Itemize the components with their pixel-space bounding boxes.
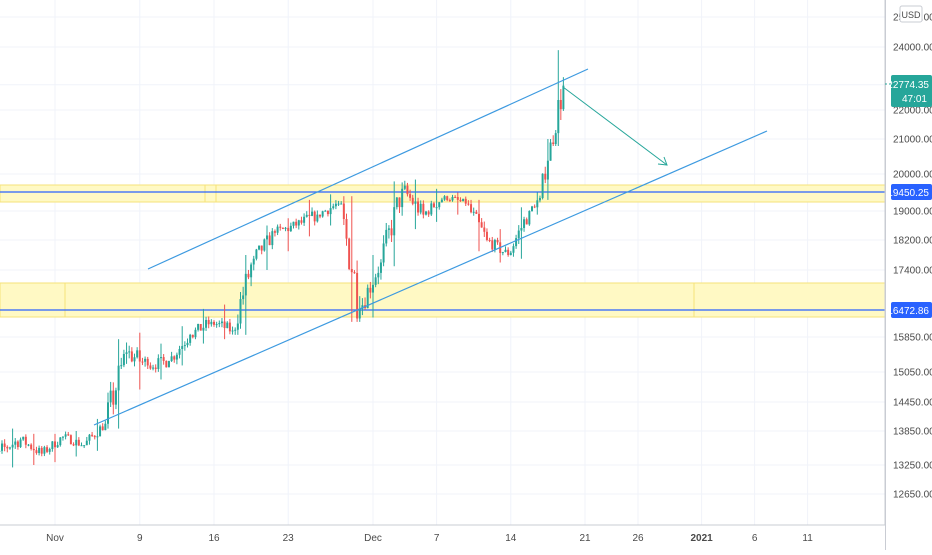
price-tick-label: 17400.00 [893,266,932,277]
countdown-label: 47:01 [902,94,927,105]
price-tick-label: 19000.00 [893,207,932,218]
time-tick-label: 16 [208,533,220,544]
candle [531,206,533,212]
time-tick-label: 2021 [690,533,713,544]
price-tick-label: 21000.00 [893,135,932,146]
time-tick-label: 26 [632,533,644,544]
time-tick-label: 21 [579,533,591,544]
support-zone[interactable] [0,283,885,317]
candle [255,249,257,261]
level-low-label: 16472.86 [887,306,929,317]
time-tick-label: 23 [283,533,295,544]
time-tick-label: 14 [505,533,517,544]
candle [263,238,265,251]
candle [200,324,202,331]
candle [528,210,530,226]
time-tick-label: Dec [364,533,382,544]
price-tick-label: 24000.00 [893,43,932,54]
candle [168,361,170,368]
candle [542,173,544,199]
time-tick-label: 9 [137,533,143,544]
price-tick-label: 15050.00 [893,368,932,379]
candle [70,434,72,444]
time-tick-label: 11 [802,533,813,544]
currency-label: USD [901,10,921,20]
resistance-zone[interactable] [0,185,885,202]
candle [99,425,101,437]
price-tick-label: 22000.00 [893,106,932,117]
price-tick-label: 12650.00 [893,490,932,501]
current-price-label: 22774.35 [887,80,929,91]
candle [462,199,464,202]
price-tick-label: 15850.00 [893,333,932,344]
currency-badge[interactable]: USD [900,6,922,22]
price-tick-label: 18200.00 [893,236,932,247]
time-tick-label: 7 [434,533,440,544]
level-high-label: 19450.25 [887,188,929,199]
price-tick-label: 20000.00 [893,170,932,181]
level-low-tag: 16472.86 [887,302,932,318]
current-price-tag: 22774.35 47:01 [885,75,932,107]
level-high-tag: 19450.25 [887,184,932,200]
price-tick-label: 13250.00 [893,461,932,472]
price-tick-label: 13850.00 [893,427,932,438]
time-tick-label: 6 [752,533,758,544]
candle [348,238,350,270]
candle [165,360,167,367]
time-tick-label: Nov [46,533,64,544]
price-tick-label: 14450.00 [893,398,932,409]
